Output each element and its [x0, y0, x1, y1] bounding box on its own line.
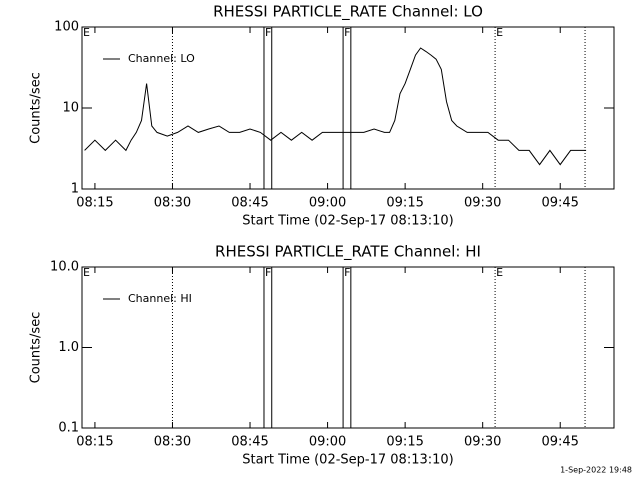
x-tick-label: 08:15 [76, 435, 113, 450]
marker-label: E [83, 26, 90, 39]
y-axis-title: Counts/sec [29, 72, 44, 144]
marker-label: F [344, 266, 350, 279]
x-axis-title: Start Time (02-Sep-17 08:13:10) [242, 214, 453, 229]
chart-title: RHESSI PARTICLE_RATE Channel: HI [215, 243, 481, 262]
marker-label: E [83, 266, 90, 279]
y-tick-label: 1 [71, 182, 79, 197]
marker-label: E [496, 266, 503, 279]
x-tick-label: 08:30 [154, 196, 191, 211]
y-tick-label: 0.1 [58, 421, 79, 436]
x-tick-label: 09:45 [541, 196, 578, 211]
footer: 1-Sep-2022 19:48 [560, 466, 632, 475]
y-axis-title: Counts/sec [29, 312, 44, 384]
plot-frame [81, 266, 615, 429]
x-tick-label: 08:45 [231, 435, 268, 450]
x-tick-label: 09:00 [309, 435, 346, 450]
series-line [84, 47, 587, 166]
legend-label: Channel: LO [128, 52, 195, 65]
marker-label: F [344, 26, 350, 39]
x-tick-label: 09:15 [386, 196, 423, 211]
x-tick-label: 09:15 [386, 435, 423, 450]
marker-label: F [265, 266, 271, 279]
plot-frame [81, 26, 615, 190]
x-tick-label: 09:30 [464, 435, 501, 450]
x-tick-label: 08:15 [76, 196, 113, 211]
x-tick-label: 08:30 [154, 435, 191, 450]
x-axis-title: Start Time (02-Sep-17 08:13:10) [242, 453, 453, 468]
x-tick-label: 09:30 [464, 196, 501, 211]
legend-label: Channel: HI [128, 292, 192, 305]
y-tick-label: 1.0 [58, 340, 79, 355]
x-tick-label: 09:45 [541, 435, 578, 450]
marker-label: E [496, 26, 503, 39]
x-tick-label: 08:45 [231, 196, 268, 211]
y-tick-label: 100 [54, 20, 79, 35]
y-tick-label: 10 [62, 101, 79, 116]
chart-title: RHESSI PARTICLE_RATE Channel: LO [213, 3, 483, 22]
y-tick-label: 10.0 [50, 260, 79, 275]
x-tick-label: 09:00 [309, 196, 346, 211]
marker-label: F [265, 26, 271, 39]
